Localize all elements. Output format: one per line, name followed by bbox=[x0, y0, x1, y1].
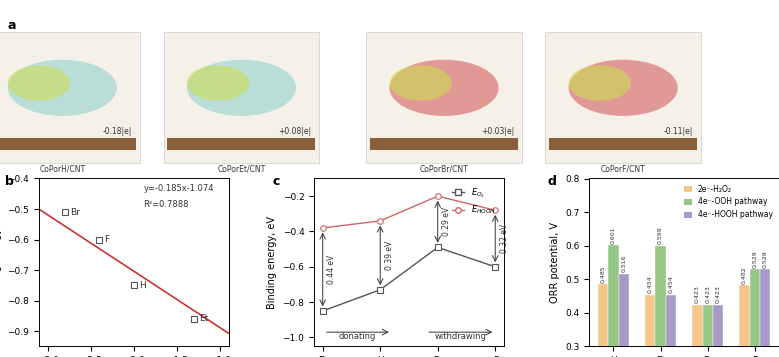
Ellipse shape bbox=[390, 65, 452, 101]
FancyBboxPatch shape bbox=[545, 32, 701, 163]
Ellipse shape bbox=[8, 60, 117, 116]
Text: 0.44 eV: 0.44 eV bbox=[327, 255, 337, 284]
Y-axis label: O₂ binding energy, eV: O₂ binding energy, eV bbox=[0, 209, 2, 316]
FancyBboxPatch shape bbox=[366, 32, 522, 163]
Ellipse shape bbox=[569, 60, 678, 116]
Text: 0.423: 0.423 bbox=[716, 286, 721, 303]
Text: 0.529: 0.529 bbox=[763, 250, 767, 268]
$E_{HOOH}$ bbox=[433, 194, 442, 198]
FancyBboxPatch shape bbox=[370, 137, 518, 151]
Bar bbox=[597, 284, 608, 357]
Ellipse shape bbox=[187, 65, 249, 101]
Text: 0.529: 0.529 bbox=[753, 250, 757, 268]
Text: 0.485: 0.485 bbox=[601, 265, 605, 282]
Text: CoPorEt/CNT: CoPorEt/CNT bbox=[217, 165, 266, 174]
Text: 0.482: 0.482 bbox=[742, 266, 747, 283]
Line: $E_{HOOH}$: $E_{HOOH}$ bbox=[320, 193, 498, 231]
Bar bbox=[713, 305, 723, 357]
FancyBboxPatch shape bbox=[549, 137, 697, 151]
Point bbox=[128, 282, 140, 288]
Text: 0.29 eV: 0.29 eV bbox=[442, 207, 451, 236]
Bar bbox=[703, 305, 713, 357]
Text: CoPorH/CNT: CoPorH/CNT bbox=[39, 165, 86, 174]
Text: CoPorF/CNT: CoPorF/CNT bbox=[601, 165, 646, 174]
Line: $E_{O_2}$: $E_{O_2}$ bbox=[320, 245, 498, 314]
Point bbox=[188, 316, 200, 322]
Legend: 2e⁻-H₂O₂, 4e⁻-OOH pathway, 4e⁻-HOOH pathway: 2e⁻-H₂O₂, 4e⁻-OOH pathway, 4e⁻-HOOH path… bbox=[682, 182, 775, 222]
Text: 0.423: 0.423 bbox=[695, 286, 700, 303]
Bar bbox=[760, 270, 770, 357]
$E_{O_2}$ bbox=[491, 265, 500, 269]
Text: +0.08|e|: +0.08|e| bbox=[278, 127, 312, 136]
Text: 0.599: 0.599 bbox=[658, 227, 663, 244]
Y-axis label: ORR potential, V: ORR potential, V bbox=[550, 222, 559, 303]
Text: Et: Et bbox=[199, 314, 209, 323]
FancyBboxPatch shape bbox=[167, 137, 315, 151]
Text: -0.18|e|: -0.18|e| bbox=[103, 127, 132, 136]
FancyBboxPatch shape bbox=[164, 32, 319, 163]
Bar bbox=[749, 270, 760, 357]
Text: H: H bbox=[139, 281, 146, 290]
Text: y=-0.185x-1.074: y=-0.185x-1.074 bbox=[143, 183, 213, 192]
Text: +0.03|e|: +0.03|e| bbox=[481, 127, 514, 136]
$E_{HOOH}$ bbox=[318, 226, 327, 230]
Text: 0.32 eV: 0.32 eV bbox=[500, 224, 509, 253]
Ellipse shape bbox=[390, 60, 499, 116]
$E_{HOOH}$ bbox=[491, 208, 500, 212]
Text: 0.454: 0.454 bbox=[647, 275, 653, 293]
Legend: $E_{O_2}$, $E_{HOOH}$: $E_{O_2}$, $E_{HOOH}$ bbox=[449, 183, 499, 220]
Bar bbox=[666, 295, 676, 357]
Text: -0.11|e|: -0.11|e| bbox=[664, 127, 693, 136]
Text: donating: donating bbox=[339, 332, 376, 341]
Text: b: b bbox=[5, 175, 14, 188]
Bar bbox=[655, 246, 666, 357]
Text: withdrawing: withdrawing bbox=[435, 332, 487, 341]
FancyBboxPatch shape bbox=[0, 137, 136, 151]
Text: 0.454: 0.454 bbox=[668, 275, 673, 293]
Text: R²=0.7888: R²=0.7888 bbox=[143, 200, 189, 209]
Point bbox=[93, 237, 106, 242]
Ellipse shape bbox=[187, 60, 296, 116]
$E_{O_2}$ bbox=[433, 245, 442, 250]
Text: 0.601: 0.601 bbox=[611, 226, 616, 243]
Ellipse shape bbox=[8, 65, 70, 101]
Y-axis label: Binding energy, eV: Binding energy, eV bbox=[267, 216, 277, 309]
Bar bbox=[739, 285, 749, 357]
Ellipse shape bbox=[569, 65, 631, 101]
Bar bbox=[645, 295, 655, 357]
$E_{HOOH}$ bbox=[375, 219, 385, 223]
Bar bbox=[692, 305, 703, 357]
Point bbox=[58, 209, 71, 215]
Text: 0.516: 0.516 bbox=[622, 255, 626, 272]
$E_{O_2}$ bbox=[318, 309, 327, 313]
Text: 0.39 eV: 0.39 eV bbox=[385, 241, 394, 270]
Text: 0.423: 0.423 bbox=[705, 286, 710, 303]
Bar bbox=[619, 274, 629, 357]
Text: Br: Br bbox=[70, 207, 80, 217]
FancyBboxPatch shape bbox=[0, 32, 140, 163]
Text: c: c bbox=[273, 175, 280, 188]
Text: a: a bbox=[8, 19, 16, 32]
Text: d: d bbox=[548, 175, 556, 188]
$E_{O_2}$ bbox=[375, 288, 385, 292]
Bar bbox=[608, 245, 619, 357]
Text: CoPorBr/CNT: CoPorBr/CNT bbox=[420, 165, 468, 174]
Text: F: F bbox=[104, 235, 110, 244]
